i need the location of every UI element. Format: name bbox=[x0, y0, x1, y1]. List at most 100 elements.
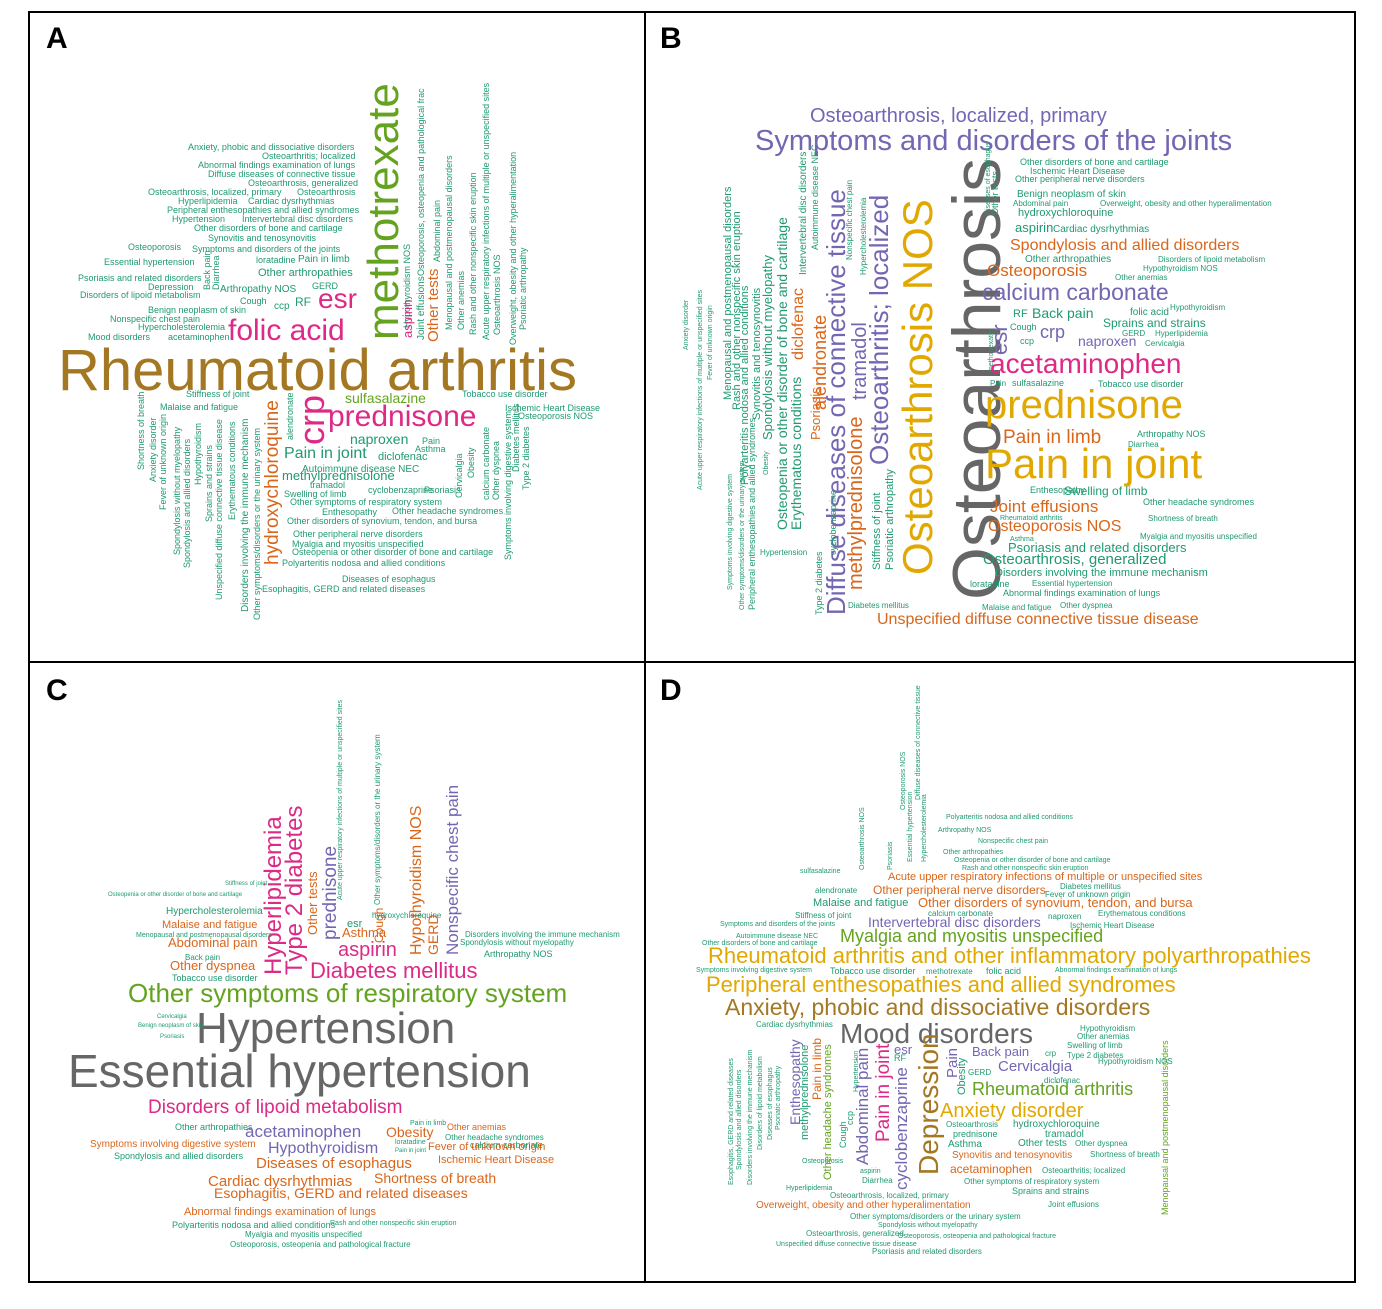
word: Osteoporosis NOS bbox=[988, 518, 1121, 535]
word: Erythematous conditions bbox=[1098, 909, 1186, 918]
word: Symptoms involving digestive system bbox=[727, 474, 734, 590]
word: Anxiety, phobic and dissociative disorde… bbox=[188, 142, 355, 152]
word: esr bbox=[318, 283, 357, 314]
word: Pain bbox=[944, 1048, 961, 1078]
word: Other headache syndromes bbox=[1143, 497, 1255, 507]
word: Cervicalgia bbox=[454, 453, 464, 498]
word: Diarrhea bbox=[1128, 440, 1159, 449]
word: Unspecified diffuse connective tissue di… bbox=[214, 419, 224, 600]
word: Pain in limb bbox=[298, 254, 350, 265]
word: Osteoporosis NOS bbox=[518, 411, 593, 421]
word: Psoriatic arthropathy bbox=[884, 469, 896, 570]
word: Menopausal and postmenopausal disorders bbox=[1160, 1040, 1170, 1215]
word: Rash and other nonspecific skin eruption bbox=[962, 865, 1089, 872]
word: Spondylosis without myelopathy bbox=[760, 255, 775, 440]
word: Myalgia and myositis unspecified bbox=[1140, 532, 1257, 541]
word: Overweight, obesity and other hyperalime… bbox=[756, 1200, 971, 1211]
word: Fever of unknown origin bbox=[1045, 890, 1130, 899]
word: Hypothyroidism NOS bbox=[408, 806, 425, 955]
word: Hypothyroidism bbox=[193, 423, 203, 485]
word: Tobacco use disorder bbox=[172, 973, 258, 983]
word: Back pain bbox=[972, 1044, 1029, 1059]
word: Sprains and strains bbox=[1103, 316, 1206, 330]
word: Cough bbox=[372, 908, 386, 943]
word: tramadol bbox=[1045, 1129, 1084, 1140]
word: loratadine bbox=[256, 255, 296, 265]
word: Peripheral enthesopathies and allied syn… bbox=[167, 205, 360, 215]
word: Cardiac dysrhythmias bbox=[208, 1173, 352, 1190]
word: Diffuse diseases of connective tissue bbox=[915, 685, 922, 800]
word: Other arthropathies bbox=[943, 849, 1004, 856]
word: Back pain bbox=[1032, 305, 1093, 321]
word: naproxen bbox=[350, 431, 408, 447]
word: Obesity bbox=[763, 451, 770, 475]
word: Esophagitis, GERD and related diseases bbox=[262, 584, 426, 594]
word: Osteoarthritis; localized bbox=[1042, 1166, 1125, 1175]
word: folic acid bbox=[986, 966, 1021, 976]
word: Abdominal pain bbox=[168, 935, 258, 950]
panel-label: D bbox=[660, 674, 682, 707]
word: Other headache syndromes bbox=[392, 506, 504, 516]
word: Depression bbox=[148, 282, 194, 292]
word: Benign neoplasm of skin bbox=[138, 1023, 203, 1029]
word: Mood disorders bbox=[840, 1018, 1033, 1049]
word: Tobacco use disorder bbox=[462, 389, 548, 399]
word: Osteoarthrosis bbox=[946, 1120, 998, 1129]
word: Other disorders of synovium, tendon, and… bbox=[918, 895, 1193, 910]
word: Other symptoms/disorders or the urinary … bbox=[850, 1212, 1021, 1221]
word: crp bbox=[1040, 322, 1065, 342]
word: Anxiety disorder bbox=[683, 299, 690, 350]
word: GERD bbox=[425, 915, 441, 955]
word: hydroxychloroquine bbox=[1018, 207, 1113, 219]
word: Other symptoms/disorders or the urinary … bbox=[252, 428, 262, 620]
word: Swelling of limb bbox=[1067, 1041, 1123, 1050]
word: Obesity bbox=[956, 1057, 968, 1095]
word: Osteoporosis bbox=[802, 1158, 844, 1165]
word: Other anemias bbox=[1115, 273, 1167, 282]
word: Obesity bbox=[466, 447, 476, 478]
word: Other disorders of bone and cartilage bbox=[702, 940, 818, 947]
word: Abdominal pain bbox=[1013, 199, 1068, 208]
word: Osteoporosis NOS bbox=[900, 751, 907, 810]
word: alendronate bbox=[285, 392, 295, 440]
word: Intervertebral disc disorders bbox=[868, 914, 1041, 930]
word: Asthma bbox=[1010, 536, 1034, 543]
word: cyclobenzaprine bbox=[892, 1067, 911, 1190]
word: prednisone bbox=[953, 1129, 998, 1139]
word: Osteopenia or other disorder of bone and… bbox=[954, 857, 1111, 864]
word: Myalgia and myositis unspecified bbox=[245, 1230, 362, 1239]
word: Other arthropathies bbox=[258, 267, 353, 279]
word: RF bbox=[1013, 308, 1028, 320]
word: Other symptoms of respiratory system bbox=[128, 978, 567, 1008]
word: Diabetes mellitus bbox=[511, 403, 521, 472]
word: Ischemic Heart Disease bbox=[1070, 921, 1155, 930]
word: Other disorders of synovium, tendon, and… bbox=[287, 516, 477, 526]
word: Hypertension bbox=[760, 548, 807, 557]
word: acetaminophen bbox=[990, 348, 1181, 379]
word: Ischemic Heart Disease bbox=[438, 1154, 554, 1166]
word: Cardiac dysrhythmias bbox=[248, 196, 335, 206]
word: Type 2 diabetes bbox=[281, 806, 308, 975]
word: Cardiac dysrhythmias bbox=[1053, 224, 1149, 235]
word: Hypertension bbox=[853, 1051, 860, 1092]
word: Other anemias bbox=[1077, 1032, 1129, 1041]
word: Osteoarthrosis, localized, primary bbox=[830, 1191, 949, 1200]
word: Mood disorders bbox=[88, 332, 151, 342]
word: Arthropathy NOS bbox=[484, 949, 553, 959]
word: RF bbox=[894, 1053, 906, 1063]
word: Other dyspnea bbox=[491, 441, 501, 500]
word-cloud: Osteoarthrosis, localized, primary Sympto… bbox=[683, 105, 1272, 628]
word: Hypercholesterolemia bbox=[166, 906, 263, 917]
word: Osteoarthrosis, generalized bbox=[983, 551, 1166, 568]
word: Pain in joint bbox=[873, 1043, 894, 1142]
word: Fever of unknown origin bbox=[707, 305, 714, 380]
word: Other symptoms/disorders or the urinary … bbox=[739, 460, 746, 610]
word: Menopausal and postmenopausal disorders bbox=[722, 186, 734, 400]
word: Osteoarthrosis, localized, primary bbox=[810, 105, 1107, 127]
word: Other peripheral nerve disorders bbox=[1015, 174, 1145, 184]
word: Cervicalgia bbox=[157, 1014, 187, 1020]
word: Intervertebral disc disorders bbox=[242, 214, 354, 224]
word: Nonspecific chest pain bbox=[443, 785, 462, 955]
word: crp bbox=[1045, 1049, 1057, 1058]
word: Other peripheral nerve disorders bbox=[873, 883, 1046, 897]
